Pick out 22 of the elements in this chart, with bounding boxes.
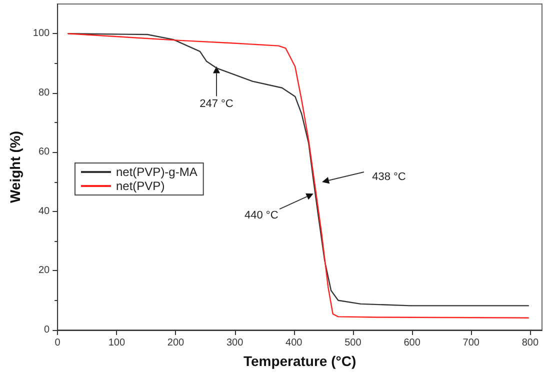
legend-label: net(PVP)-g-MA: [116, 165, 198, 179]
annotation: 247 °C: [200, 98, 234, 110]
y-tick-label: 40: [38, 206, 50, 217]
y-tick-label: 20: [38, 265, 50, 276]
x-tick-label: 200: [167, 338, 185, 348]
x-tick-label: 400: [286, 338, 303, 348]
y-axis-title: Weight (%): [7, 130, 23, 204]
x-tick-label: 600: [404, 338, 421, 348]
x-axis-title: Temperature (°C): [243, 353, 356, 369]
y-tick-label: 60: [38, 146, 50, 158]
x-tick-label: 100: [108, 338, 126, 348]
annotation: 440 °C: [244, 210, 278, 222]
x-tick-label: 500: [344, 338, 362, 348]
y-tick-label: 0: [44, 324, 50, 336]
x-tick-label: 800: [522, 338, 539, 348]
x-tick-label: 700: [462, 338, 480, 348]
y-tick-label: 100: [32, 28, 50, 40]
annotation: 438 °C: [372, 171, 406, 183]
legend-label: net(PVP): [116, 179, 165, 193]
y-tick-label: 80: [38, 87, 50, 98]
x-tick-label: 300: [226, 338, 244, 348]
x-tick-label: 0: [54, 338, 61, 348]
